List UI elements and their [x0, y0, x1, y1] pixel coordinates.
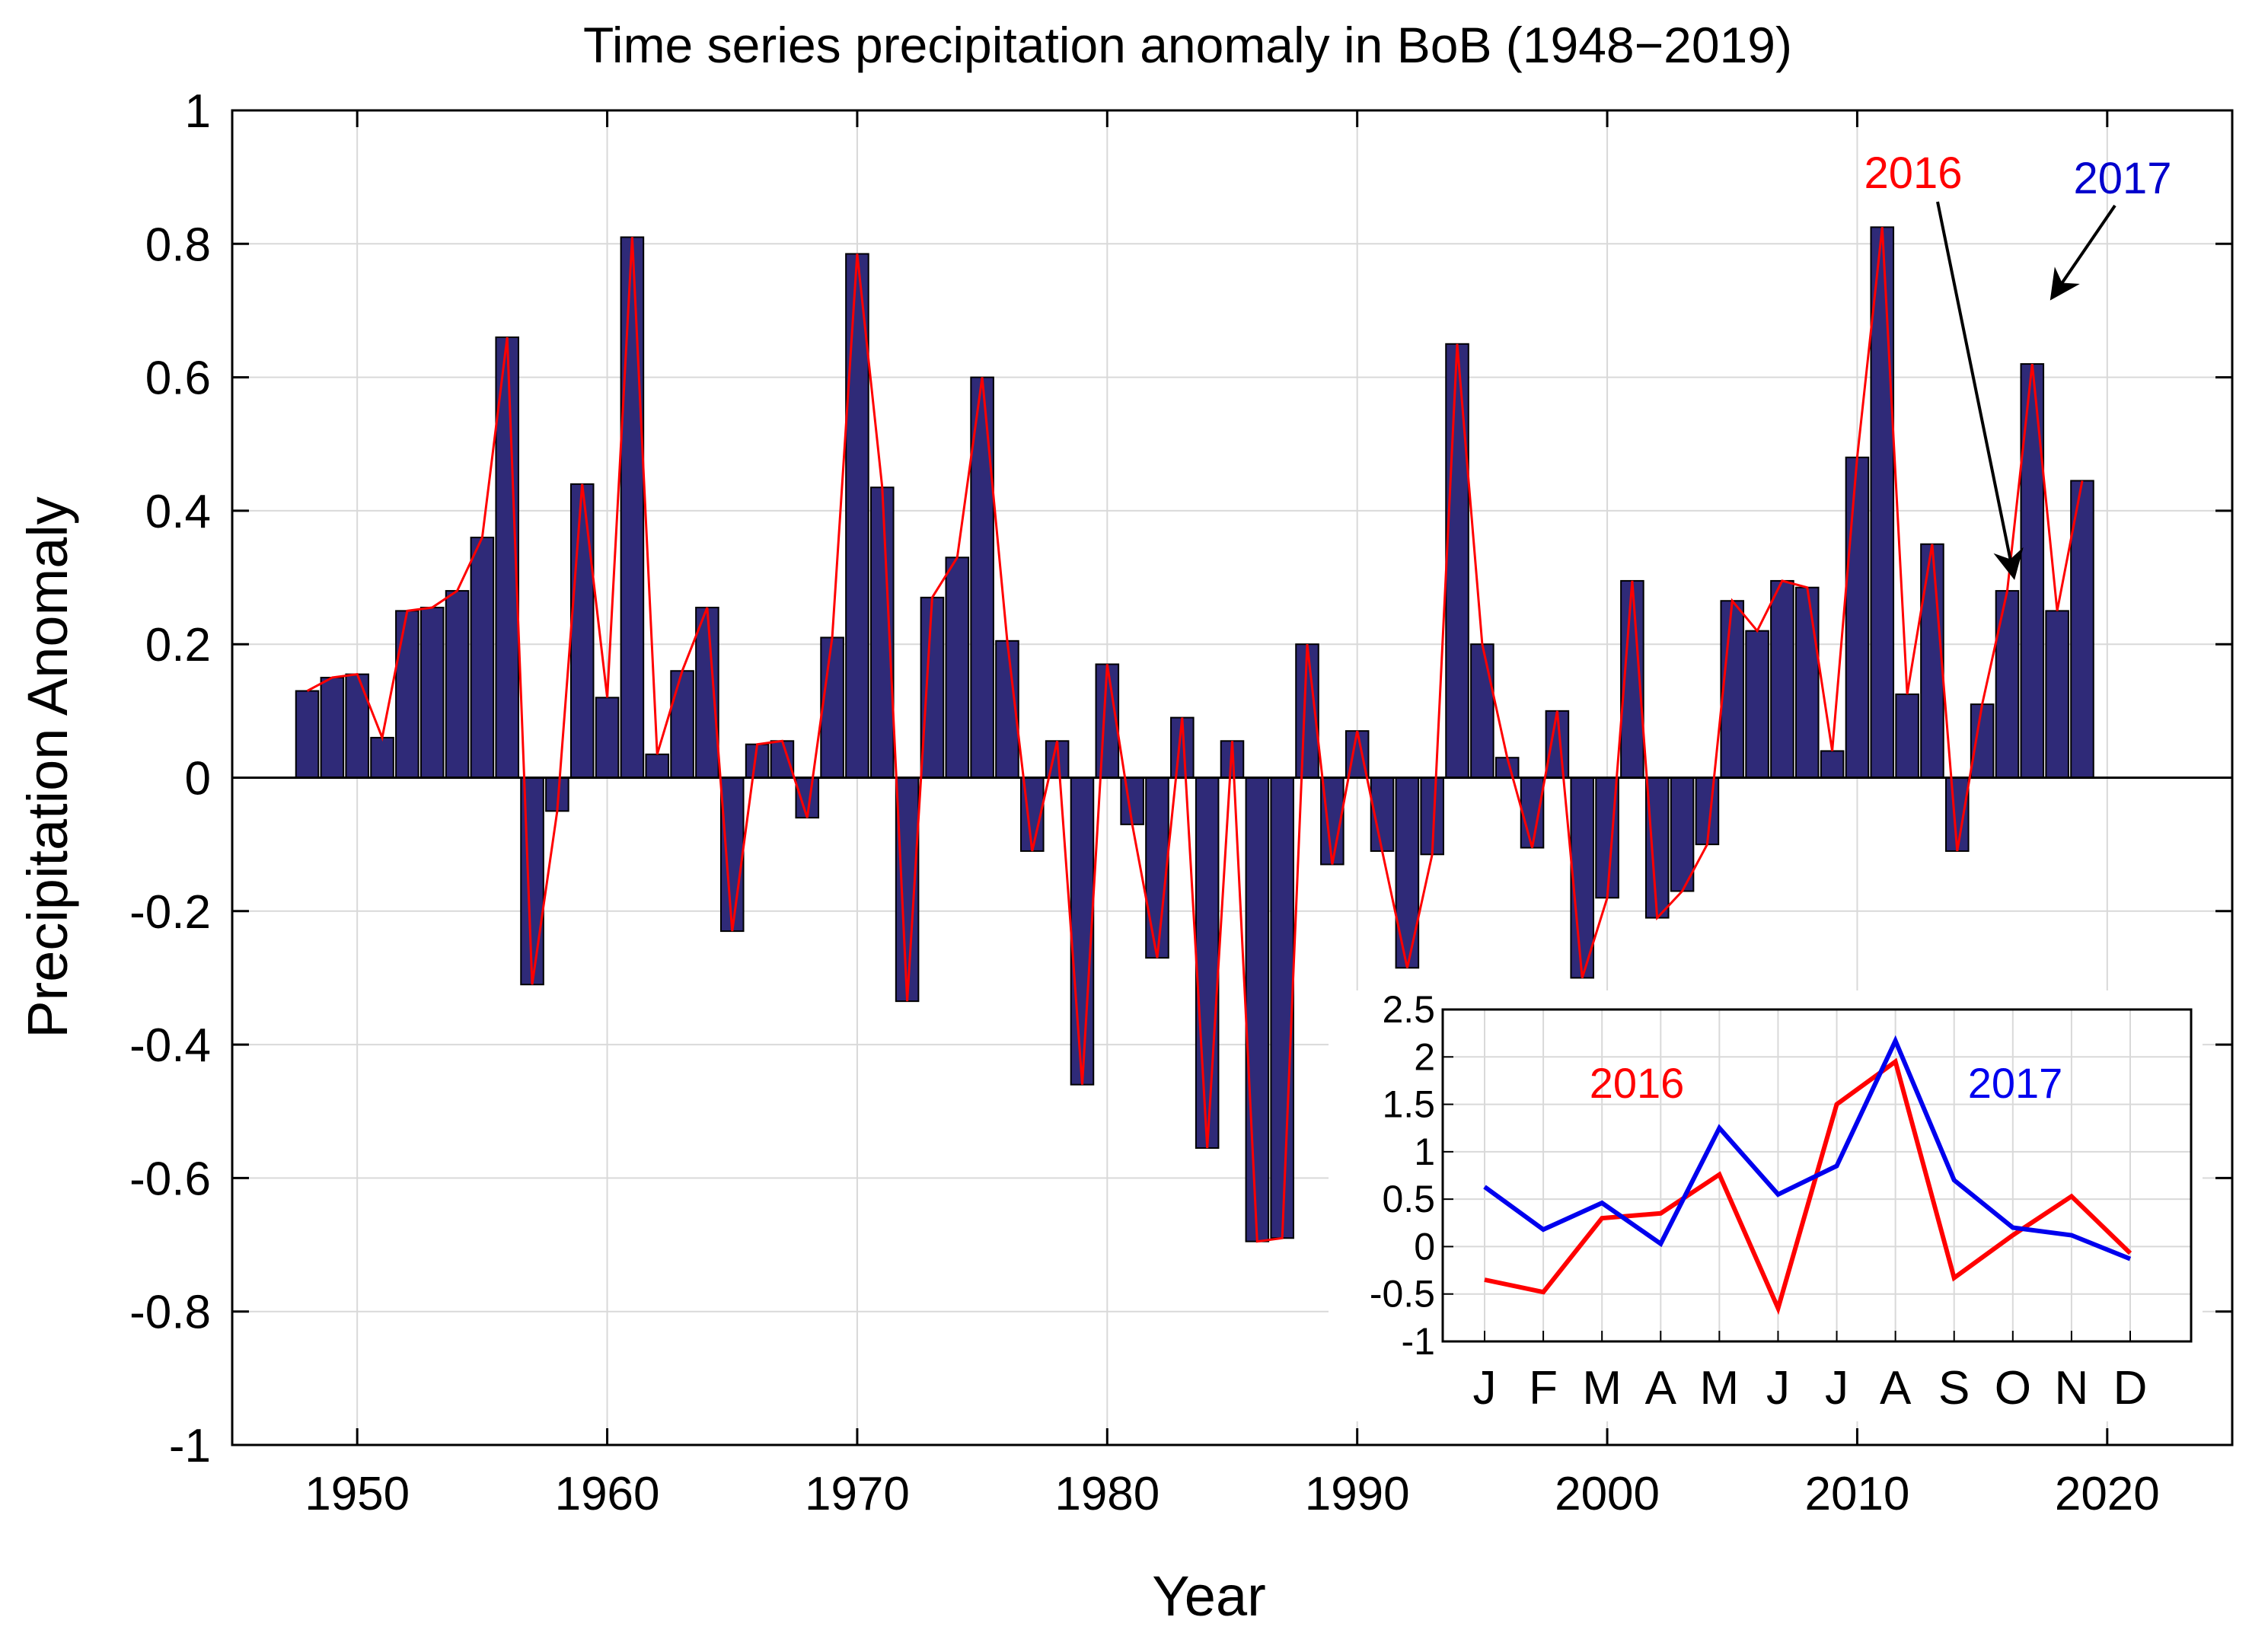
- bar-2011: [1870, 226, 1895, 779]
- chart-title: Time series precipitation anomaly in BoB…: [583, 17, 1792, 73]
- y-tick-label: -0.4: [129, 1019, 211, 1072]
- y-tick-label: -1: [169, 1420, 211, 1472]
- inset-y-tick-label: 0.5: [1382, 1178, 1435, 1220]
- main-axis-ticks: 1950 1960 1970 1980 1990 2000 2010 2020-1-0.8-0…: [129, 85, 2232, 1520]
- inset-x-tick-label: M: [1700, 1362, 1740, 1415]
- bar-1997: [1520, 777, 1545, 849]
- bar-2012: [1895, 693, 1919, 779]
- inset-y-tick-label: 1: [1414, 1131, 1435, 1173]
- annotation-2017: 2017: [2073, 154, 2171, 203]
- arrow-2016: [1936, 201, 2024, 580]
- bar-1995: [1470, 643, 1494, 779]
- inset-y-tick-label: -0.5: [1370, 1273, 1435, 1316]
- bar-1973: [920, 596, 945, 779]
- anomaly-line: [306, 227, 2084, 1243]
- bar-2006: [1745, 630, 1769, 779]
- inset-chart: J F M A M J J A S O N D-1-0.500.511.522.5 2016 2017: [1329, 988, 2203, 1421]
- inset-x-tick-label: J: [1473, 1362, 1497, 1415]
- inset-y-tick-label: -1: [1402, 1320, 1435, 1363]
- bar-1979: [1070, 777, 1095, 1086]
- bar-2010: [1845, 456, 1870, 779]
- inset-axis-ticks: J F M A M J J A S O N D-1-0.500.511.522.5: [1370, 988, 2148, 1415]
- y-tick-label: 1: [185, 85, 211, 138]
- bar-2013: [1920, 543, 1944, 779]
- bar-1962: [645, 753, 670, 779]
- inset-label-2016: 2016: [1590, 1059, 1685, 1107]
- y-tick-label: 0.2: [145, 619, 211, 671]
- bar-1964: [695, 606, 719, 779]
- y-tick-label: 0.4: [145, 486, 211, 538]
- inset-x-tick-label: S: [1938, 1362, 1970, 1415]
- bar-1986: [1245, 777, 1270, 1242]
- x-tick-label: 2020: [2055, 1468, 2160, 1520]
- bar-1959: [569, 483, 595, 779]
- inset-frame: [1441, 1008, 2193, 1343]
- arrow-2017: [2049, 204, 2116, 301]
- y-axis-label: Precipitation Anomaly: [16, 496, 79, 1038]
- inset-line-2017: [1483, 1035, 2132, 1261]
- inset-x-tick-label: O: [1995, 1362, 2031, 1415]
- bar-1960: [595, 697, 620, 779]
- x-tick-label: 1950: [305, 1468, 410, 1520]
- x-tick-label: 1980: [1054, 1468, 1160, 1520]
- inset-x-tick-label: N: [2055, 1362, 2089, 1415]
- y-tick-label: 0: [185, 753, 211, 805]
- bar-2007: [1770, 579, 1794, 779]
- bar-1974: [945, 557, 970, 779]
- bar-1951: [370, 736, 394, 779]
- inset-x-tick-label: D: [2113, 1362, 2148, 1415]
- bar-1963: [670, 670, 694, 779]
- bar-1950: [345, 673, 369, 779]
- inset-label-2017: 2017: [1968, 1059, 2063, 1107]
- bar-1953: [419, 606, 445, 779]
- inset-x-tick-label: M: [1582, 1362, 1622, 1415]
- bar-1984: [1195, 777, 1220, 1149]
- x-tick-label: 1970: [805, 1468, 910, 1520]
- bar-1952: [395, 610, 419, 779]
- bar-1961: [620, 236, 645, 779]
- bar-1954: [445, 590, 470, 779]
- inset-y-tick-label: 2: [1414, 1035, 1435, 1078]
- inset-y-tick-label: 0: [1414, 1225, 1435, 1268]
- x-tick-label: 1960: [555, 1468, 660, 1520]
- inset-x-tick-label: J: [1766, 1362, 1790, 1415]
- bar-1992: [1395, 777, 1420, 969]
- annotation-2016: 2016: [1864, 148, 1962, 198]
- inset-x-tick-label: J: [1825, 1362, 1849, 1415]
- bar-2008: [1794, 586, 1820, 779]
- inset-y-tick-label: 2.5: [1382, 988, 1435, 1031]
- inset-x-tick-label: F: [1529, 1362, 1558, 1415]
- bar-1994: [1445, 343, 1469, 779]
- bar-1982: [1145, 777, 1169, 959]
- bar-2009: [1820, 750, 1845, 779]
- bar-2005: [1720, 600, 1745, 779]
- x-tick-label: 1990: [1305, 1468, 1410, 1520]
- y-tick-label: -0.6: [129, 1153, 211, 1205]
- x-tick-label: 2000: [1555, 1468, 1660, 1520]
- bar-1948: [295, 690, 320, 779]
- bar-1999: [1570, 777, 1595, 979]
- inset-x-tick-label: A: [1645, 1362, 1677, 1415]
- bar-1965: [719, 777, 745, 933]
- bar-1955: [470, 536, 495, 779]
- bar-1969: [820, 636, 844, 779]
- bar-2018: [2045, 610, 2069, 779]
- y-tick-label: -0.8: [129, 1287, 211, 1339]
- inset-x-tick-label: A: [1880, 1362, 1912, 1415]
- y-tick-label: 0.8: [145, 218, 211, 271]
- bar-1987: [1270, 777, 1294, 1239]
- inset-y-tick-label: 1.5: [1382, 1083, 1435, 1126]
- bar-2016: [1995, 590, 2020, 779]
- x-tick-label: 2010: [1804, 1468, 1909, 1520]
- bar-2015: [1970, 703, 1995, 779]
- bar-2019: [2070, 480, 2094, 779]
- bar-1967: [770, 740, 795, 779]
- x-axis-label: Year: [1152, 1564, 1266, 1628]
- bar-1949: [320, 677, 345, 779]
- y-tick-label: 0.6: [145, 352, 211, 405]
- y-tick-label: -0.2: [129, 886, 211, 939]
